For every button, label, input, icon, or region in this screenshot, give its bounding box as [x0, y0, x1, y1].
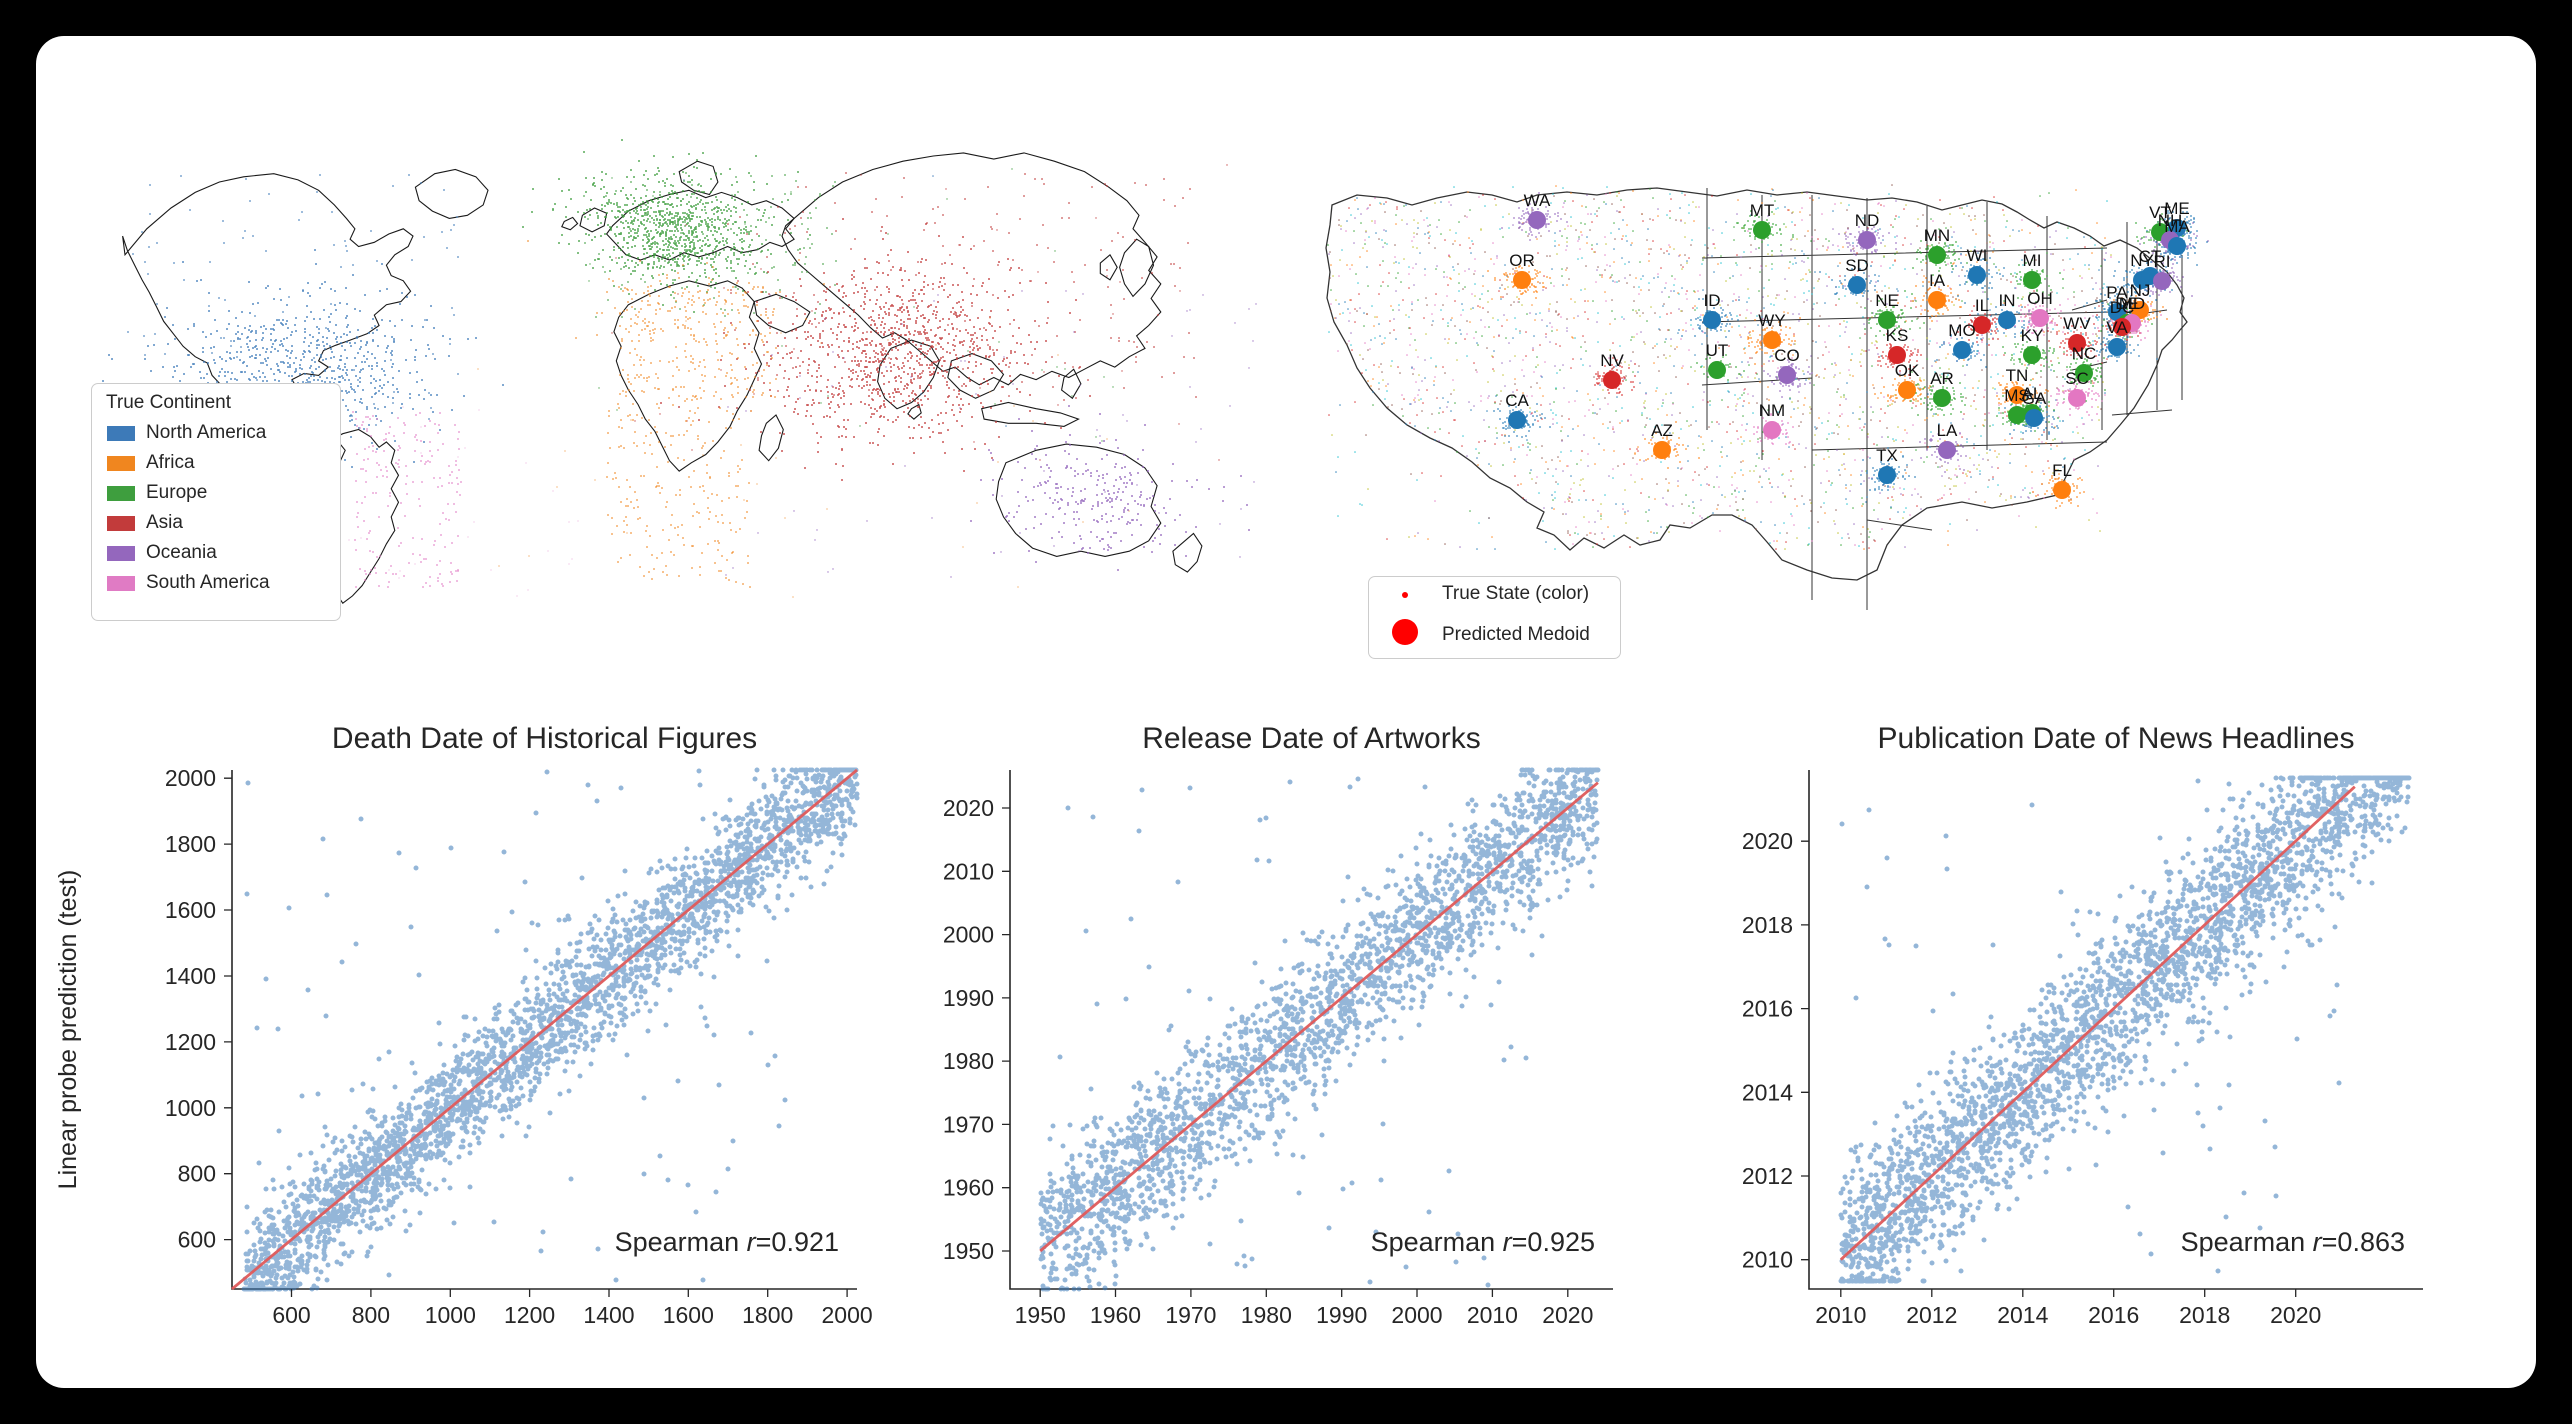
- svg-text:1000: 1000: [165, 1095, 216, 1121]
- svg-text:1990: 1990: [943, 985, 994, 1011]
- svg-text:2000: 2000: [822, 1302, 873, 1328]
- svg-text:2014: 2014: [1997, 1302, 2048, 1328]
- svg-text:2012: 2012: [1742, 1163, 1793, 1189]
- svg-text:2020: 2020: [1742, 828, 1793, 854]
- svg-text:1970: 1970: [1165, 1302, 1216, 1328]
- svg-text:1960: 1960: [1090, 1302, 1141, 1328]
- svg-text:2016: 2016: [2088, 1302, 2139, 1328]
- svg-text:Spearman r=0.921: Spearman r=0.921: [615, 1227, 839, 1257]
- svg-text:1950: 1950: [943, 1238, 994, 1264]
- svg-text:800: 800: [178, 1161, 216, 1187]
- svg-text:2010: 2010: [1815, 1302, 1866, 1328]
- svg-text:2014: 2014: [1742, 1079, 1793, 1105]
- svg-text:1200: 1200: [165, 1029, 216, 1055]
- svg-text:Publication Date of News Headl: Publication Date of News Headlines: [1878, 722, 2355, 755]
- svg-text:2000: 2000: [165, 765, 216, 791]
- svg-text:2010: 2010: [1742, 1247, 1793, 1273]
- svg-text:Release Date of Artworks: Release Date of Artworks: [1142, 722, 1480, 755]
- svg-text:2010: 2010: [1467, 1302, 1518, 1328]
- svg-text:1600: 1600: [165, 897, 216, 923]
- svg-text:1960: 1960: [943, 1175, 994, 1201]
- svg-text:800: 800: [352, 1302, 390, 1328]
- svg-text:2018: 2018: [1742, 912, 1793, 938]
- svg-text:600: 600: [178, 1227, 216, 1253]
- svg-text:1400: 1400: [583, 1302, 634, 1328]
- svg-text:1000: 1000: [425, 1302, 476, 1328]
- svg-text:2000: 2000: [1391, 1302, 1442, 1328]
- svg-text:Death Date of Historical Figur: Death Date of Historical Figures: [332, 722, 757, 755]
- svg-text:600: 600: [272, 1302, 310, 1328]
- svg-text:1980: 1980: [1241, 1302, 1292, 1328]
- svg-text:2020: 2020: [943, 795, 994, 821]
- svg-text:1800: 1800: [742, 1302, 793, 1328]
- svg-text:2000: 2000: [943, 922, 994, 948]
- svg-text:1200: 1200: [504, 1302, 555, 1328]
- svg-text:2016: 2016: [1742, 996, 1793, 1022]
- svg-text:1980: 1980: [943, 1048, 994, 1074]
- svg-text:Linear probe prediction (test): Linear probe prediction (test): [54, 870, 82, 1190]
- svg-text:1400: 1400: [165, 963, 216, 989]
- svg-text:Spearman r=0.925: Spearman r=0.925: [1371, 1227, 1595, 1257]
- svg-text:1950: 1950: [1015, 1302, 1066, 1328]
- svg-text:2010: 2010: [943, 858, 994, 884]
- svg-text:2020: 2020: [1542, 1302, 1593, 1328]
- svg-text:1970: 1970: [943, 1111, 994, 1137]
- svg-text:1800: 1800: [165, 831, 216, 857]
- svg-text:2018: 2018: [2179, 1302, 2230, 1328]
- svg-text:2012: 2012: [1906, 1302, 1957, 1328]
- svg-text:1600: 1600: [663, 1302, 714, 1328]
- svg-text:2020: 2020: [2270, 1302, 2321, 1328]
- svg-text:1990: 1990: [1316, 1302, 1367, 1328]
- svg-text:Spearman r=0.863: Spearman r=0.863: [2181, 1227, 2405, 1257]
